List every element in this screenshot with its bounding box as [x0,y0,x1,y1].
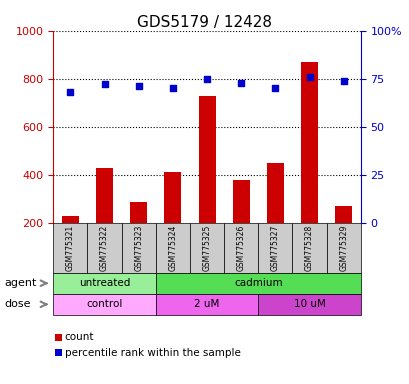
Bar [62,215,79,223]
Point [237,79,244,86]
Point [169,85,176,91]
Text: 10 uM: 10 uM [293,299,325,310]
Text: GSM775328: GSM775328 [304,225,313,271]
Bar [96,167,113,223]
Text: dose: dose [4,299,31,310]
Text: GDS5179 / 12428: GDS5179 / 12428 [137,15,272,30]
Text: GSM775321: GSM775321 [66,225,75,271]
Point [101,81,108,88]
Text: 2 uM: 2 uM [194,299,219,310]
Point [272,85,278,91]
Text: GSM775323: GSM775323 [134,225,143,271]
Bar [164,172,181,223]
Point [339,78,346,84]
Text: percentile rank within the sample: percentile rank within the sample [65,348,240,358]
Bar [130,202,147,223]
Text: cadmium: cadmium [234,278,282,288]
Text: GSM775325: GSM775325 [202,225,211,271]
Text: GSM775322: GSM775322 [100,225,109,271]
Point [67,89,74,95]
Text: control: control [86,299,122,310]
Bar [266,163,283,223]
Point [306,74,312,80]
Bar [198,96,215,223]
Text: agent: agent [4,278,36,288]
Text: count: count [65,332,94,342]
Bar [334,206,351,223]
Text: GSM775329: GSM775329 [338,225,347,271]
Text: untreated: untreated [79,278,130,288]
Bar [300,62,317,223]
Bar [232,180,249,223]
Point [203,76,210,82]
Text: GSM775326: GSM775326 [236,225,245,271]
Text: GSM775324: GSM775324 [168,225,177,271]
Point [135,83,142,89]
Text: GSM775327: GSM775327 [270,225,279,271]
